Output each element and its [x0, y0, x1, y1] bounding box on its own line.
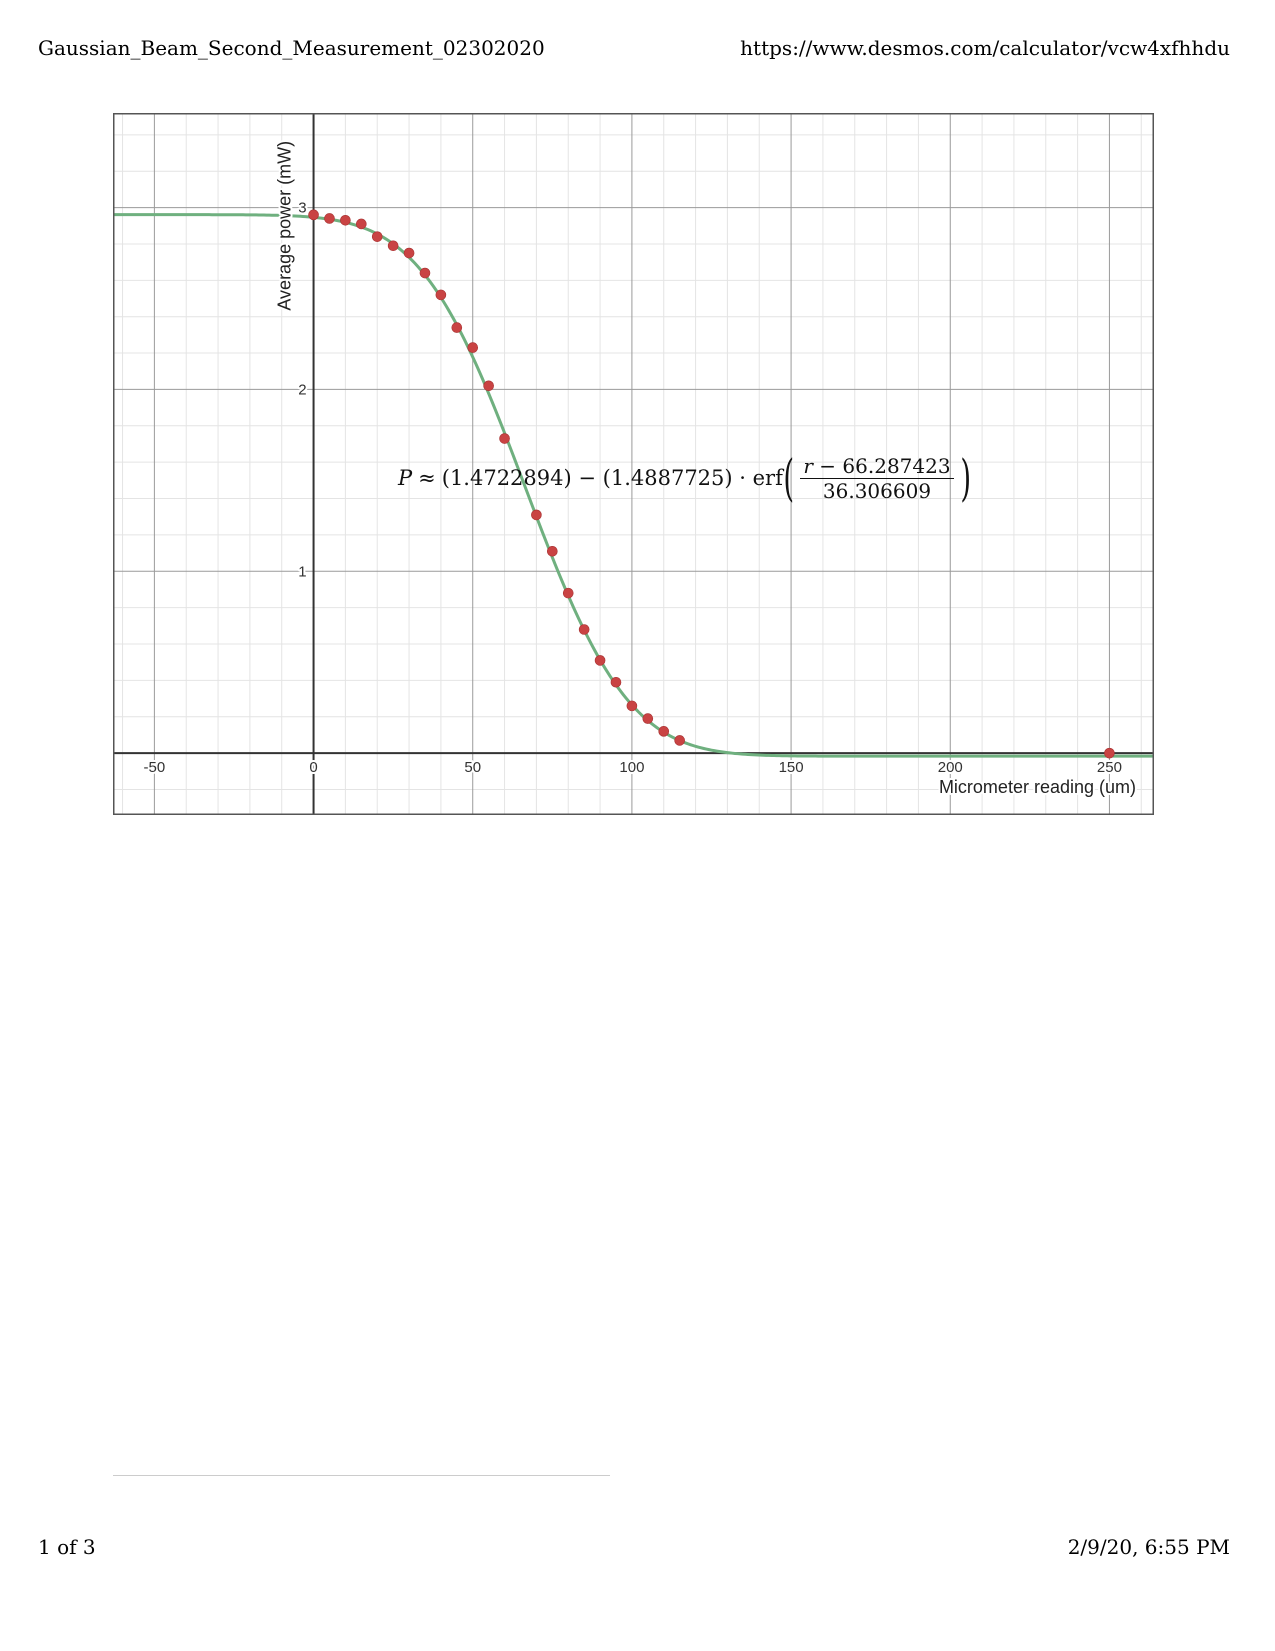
data-point [356, 218, 367, 230]
x-tick-label: 100 [619, 759, 644, 776]
calculator-url[interactable]: https://www.desmos.com/calculator/vcw4xf… [740, 36, 1230, 60]
axes [113, 113, 1154, 815]
formula-approx: ≈ [418, 466, 436, 490]
tick-labels: -50 0 50 100 150 200 250 1 2 3 [142, 198, 1124, 779]
x-axis-label: Micrometer reading (um) [939, 777, 1136, 797]
data-point [674, 735, 685, 746]
formula-denominator: 36.306609 [822, 478, 932, 503]
y-axis-label: Average power (mW) [275, 141, 295, 311]
data-point [324, 213, 335, 224]
data-point [578, 624, 590, 635]
x-tick-label: 0 [309, 759, 317, 776]
data-point [531, 509, 542, 521]
formula-terms: (1.4722894) − (1.4887725) · erf [441, 466, 783, 490]
document-title: Gaussian_Beam_Second_Measurement_0230202… [38, 36, 545, 60]
x-tick-label: -50 [144, 759, 166, 776]
data-point [499, 433, 510, 444]
regression-formula: P ≈ (1.4722894) − (1.4887725) · erf ( r … [398, 450, 971, 506]
formula-lhs: P [398, 466, 413, 490]
data-point [594, 655, 606, 666]
data-point [403, 247, 415, 259]
minor-grid [113, 113, 1154, 815]
formula-fraction: r − 66.287423 36.306609 [800, 453, 954, 503]
x-tick-label: 150 [779, 759, 804, 776]
data-point [467, 342, 479, 353]
graph-border [113, 113, 1154, 815]
formula-numerator-offset: − 66.287423 [812, 453, 951, 478]
y-tick-label: 2 [298, 381, 306, 398]
data-point [547, 545, 558, 557]
data-point [562, 587, 574, 599]
y-tick-label: 1 [298, 563, 306, 580]
major-grid [113, 113, 1154, 815]
data-point [387, 240, 399, 252]
formula-variable: r [803, 453, 813, 478]
data-point [626, 700, 638, 712]
data-point [419, 267, 431, 279]
data-point [658, 726, 670, 737]
x-tick-label: 50 [464, 759, 481, 776]
data-point [642, 713, 654, 724]
graph-plot[interactable]: -50 0 50 100 150 200 250 1 2 3 Average power (mW)… [113, 113, 1154, 815]
data-point [308, 209, 319, 221]
data-point [435, 289, 447, 301]
data-points [308, 209, 1115, 759]
page-number: 1 of 3 [38, 1535, 96, 1559]
formula-numerator: r − 66.287423 [800, 453, 954, 479]
x-tick-label: 200 [938, 759, 963, 776]
data-point [483, 380, 494, 392]
x-tick-label: 250 [1097, 759, 1122, 776]
print-datetime: 2/9/20, 6:55 PM [1067, 1535, 1230, 1559]
data-point [1104, 747, 1115, 759]
formula-close-paren: ) [959, 449, 971, 507]
data-point [371, 231, 383, 242]
formula-open-paren: ( [783, 449, 794, 507]
y-tick-label: 3 [298, 200, 306, 217]
data-point [451, 322, 463, 333]
data-point [610, 676, 622, 688]
data-point [340, 215, 351, 226]
footer-divider [113, 1475, 610, 1476]
